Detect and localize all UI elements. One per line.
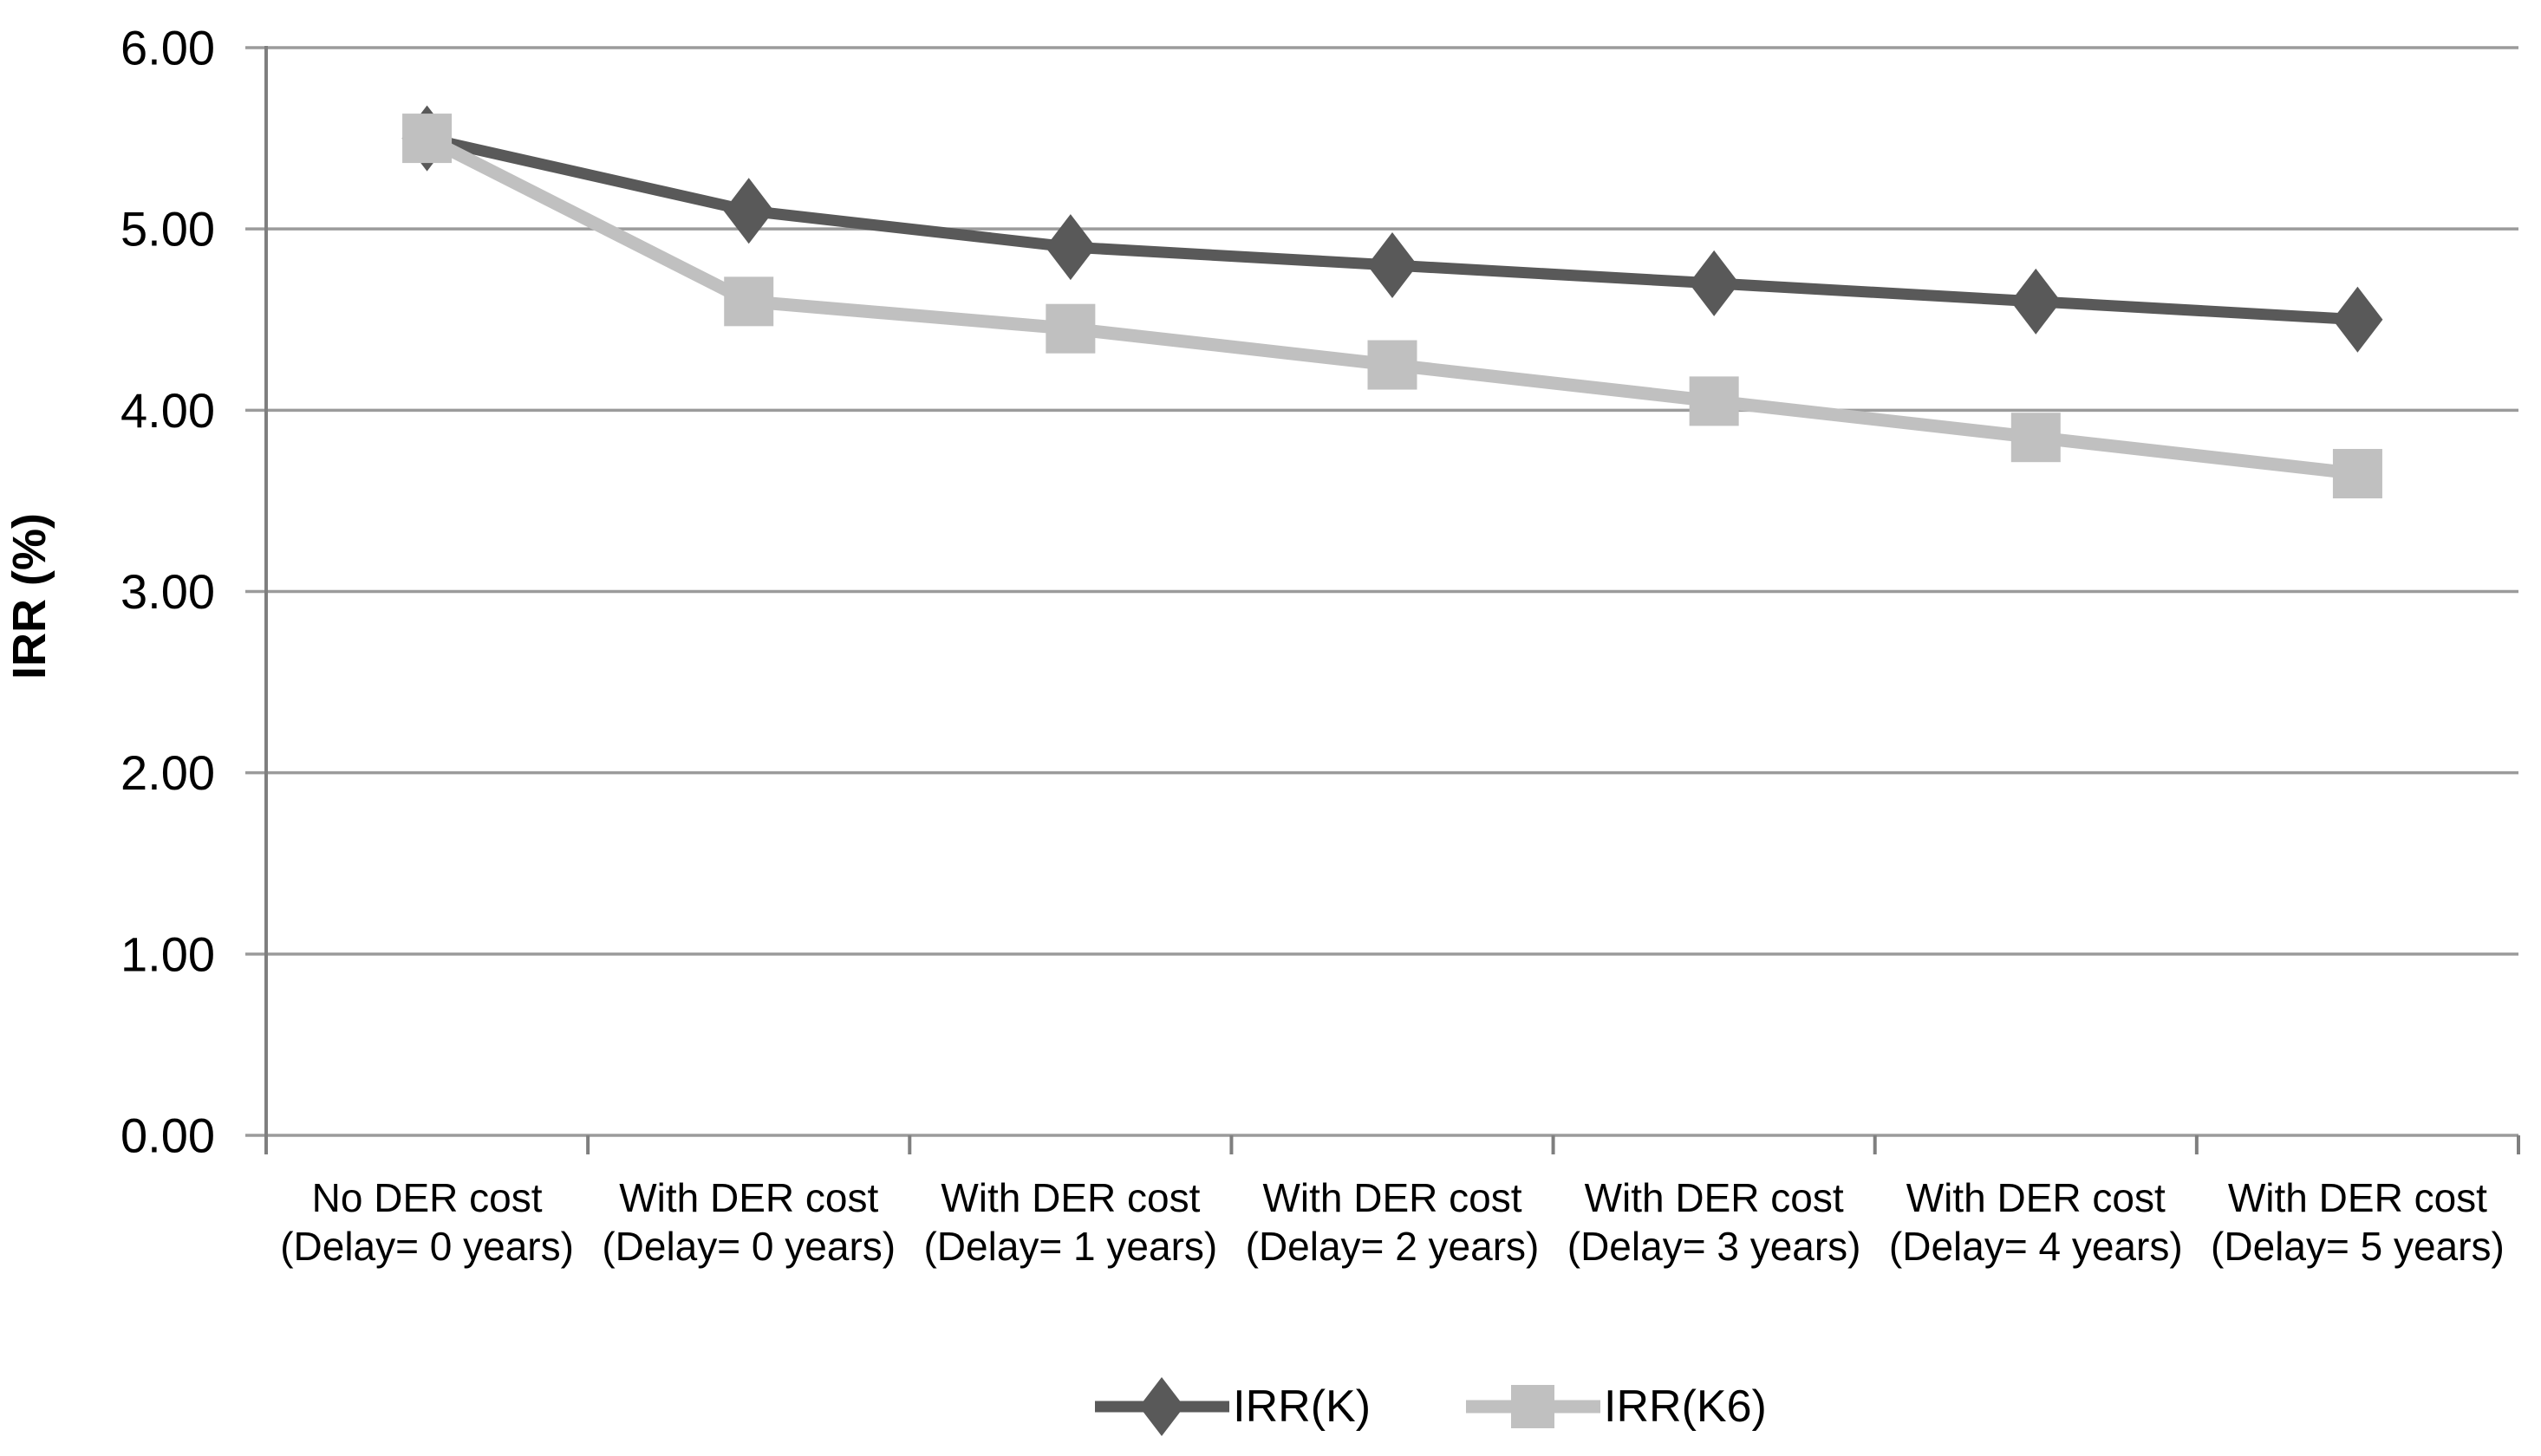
data-point-diamond-icon [1689,250,1740,316]
y-tick-label: 2.00 [121,745,215,800]
legend-item-irr-k6: IRR(K6) [1466,1370,1767,1443]
x-category-label: (Delay= 3 years) [1567,1224,1861,1269]
x-category-label: (Delay= 1 years) [923,1224,1217,1269]
data-point-diamond-icon [1045,214,1096,281]
data-point-square-icon [1367,340,1417,390]
legend-square-glyph [1511,1385,1555,1428]
x-category-label: With DER cost [1585,1175,1844,1220]
data-point-square-icon [724,276,774,327]
x-category-label: (Delay= 0 years) [280,1224,574,1269]
x-category-label: (Delay= 5 years) [2211,1224,2505,1269]
data-point-square-icon [2332,449,2382,499]
x-category-label: With DER cost [619,1175,878,1220]
y-axis-title: IRR (%) [3,513,55,679]
x-category-label: (Delay= 0 years) [602,1224,896,1269]
legend-diamond-marker-icon [1095,1377,1230,1436]
data-point-square-icon [402,114,453,164]
y-tick-label: 5.00 [121,202,215,257]
legend-item-irr-k: IRR(K) [1095,1370,1371,1443]
data-point-square-icon [2010,413,2061,463]
data-point-square-icon [1689,376,1739,426]
legend-label-irr-k6: IRR(K6) [1604,1381,1767,1432]
data-point-diamond-icon [2332,286,2383,353]
x-category-label: With DER cost [1262,1175,1521,1220]
data-point-diamond-icon [1367,232,1417,298]
legend-square-marker-icon [1466,1385,1601,1428]
x-category-label: With DER cost [941,1175,1200,1220]
x-category-label: (Delay= 2 years) [1246,1224,1540,1269]
x-category-label: (Delay= 4 years) [1889,1224,2183,1269]
y-tick-label: 4.00 [121,383,215,438]
data-point-diamond-icon [723,178,774,244]
y-tick-label: 0.00 [121,1108,215,1163]
data-point-diamond-icon [2010,268,2062,335]
y-tick-label: 6.00 [121,21,215,75]
y-tick-label: 3.00 [121,564,215,619]
legend-label-irr-k: IRR(K) [1233,1381,1371,1432]
x-category-label: With DER cost [2228,1175,2487,1220]
legend-diamond-glyph [1139,1377,1185,1436]
x-category-label: No DER cost [312,1175,543,1220]
data-point-square-icon [1046,303,1096,354]
y-tick-label: 1.00 [121,926,215,981]
legend: IRR(K) IRR(K6) [160,1359,2541,1454]
x-category-label: With DER cost [1906,1175,2166,1220]
